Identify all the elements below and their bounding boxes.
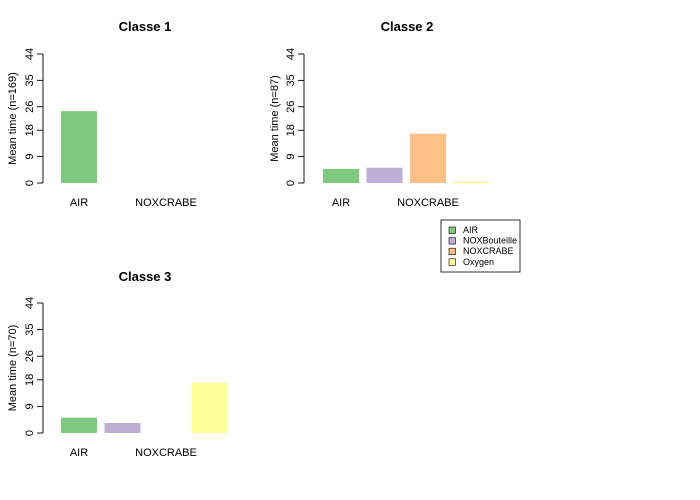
y-tick-label: 9 <box>24 154 36 160</box>
y-tick-label: 26 <box>24 101 36 113</box>
legend-label: AIR <box>463 225 479 235</box>
chart-panel-3: Classe 3 Mean time (n=70) 0 9 18 26 35 44 AIR NOX… <box>7 269 228 459</box>
y-tick-label: 9 <box>285 154 297 160</box>
y-tick-label: 35 <box>24 323 36 335</box>
legend-label: Oxygen <box>463 257 494 267</box>
chart-title: Classe 2 <box>381 19 434 34</box>
legend-swatch <box>448 258 456 266</box>
y-tick-label: 26 <box>24 350 36 362</box>
y-tick-label: 0 <box>285 180 297 186</box>
bar-air <box>61 111 97 183</box>
chart-title: Classe 3 <box>119 269 172 284</box>
y-axis-label: Mean time (n=70) <box>7 325 19 412</box>
x-category-label: NOXCRABE <box>135 447 197 459</box>
chart-title: Classe 1 <box>119 19 172 34</box>
y-tick-label: 18 <box>24 124 36 136</box>
bar-oxygen <box>191 382 228 433</box>
y-tick-label: 44 <box>285 48 297 60</box>
y-tick-label: 35 <box>24 74 36 86</box>
bar-noxbouteille <box>104 422 141 433</box>
legend-swatch <box>448 237 456 245</box>
legend-swatch <box>448 226 456 234</box>
bar-noxcrabe <box>410 133 446 183</box>
y-axis-label: Mean time (n=87) <box>269 75 281 162</box>
bar-oxygen <box>453 181 490 183</box>
x-category-label: AIR <box>332 197 350 209</box>
y-tick-label: 0 <box>24 180 36 186</box>
y-tick-label: 18 <box>285 124 297 136</box>
y-tick-label: 44 <box>24 297 36 309</box>
y-tick-label: 18 <box>24 374 36 386</box>
chart-panel-1: Classe 1 Mean time (n=169) 0 9 18 26 35 44 AIR NO… <box>7 19 197 209</box>
chart-panel-2: Classe 2 Mean time (n=87) 0 9 18 26 35 44 AIR NOX… <box>269 19 490 209</box>
x-category-label: NOXCRABE <box>397 197 459 209</box>
chart-panels: Classe 1 Mean time (n=169) 0 9 18 26 35 44 AIR NO… <box>7 19 490 459</box>
bar-noxbouteille <box>366 167 403 183</box>
x-category-label: AIR <box>70 447 88 459</box>
x-category-label: NOXCRABE <box>135 197 197 209</box>
legend-label: NOXCRABE <box>463 246 514 256</box>
y-tick-label: 0 <box>24 430 36 436</box>
legend-label: NOXBouteille <box>463 236 517 246</box>
y-tick-label: 35 <box>285 74 297 86</box>
bar-air <box>323 168 359 183</box>
y-tick-label: 44 <box>24 48 36 60</box>
y-tick-label: 26 <box>285 101 297 113</box>
legend-swatch <box>448 247 456 255</box>
x-category-label: AIR <box>70 197 88 209</box>
y-axis-label: Mean time (n=169) <box>7 72 19 165</box>
y-tick-label: 9 <box>24 403 36 409</box>
bar-air <box>61 417 97 433</box>
